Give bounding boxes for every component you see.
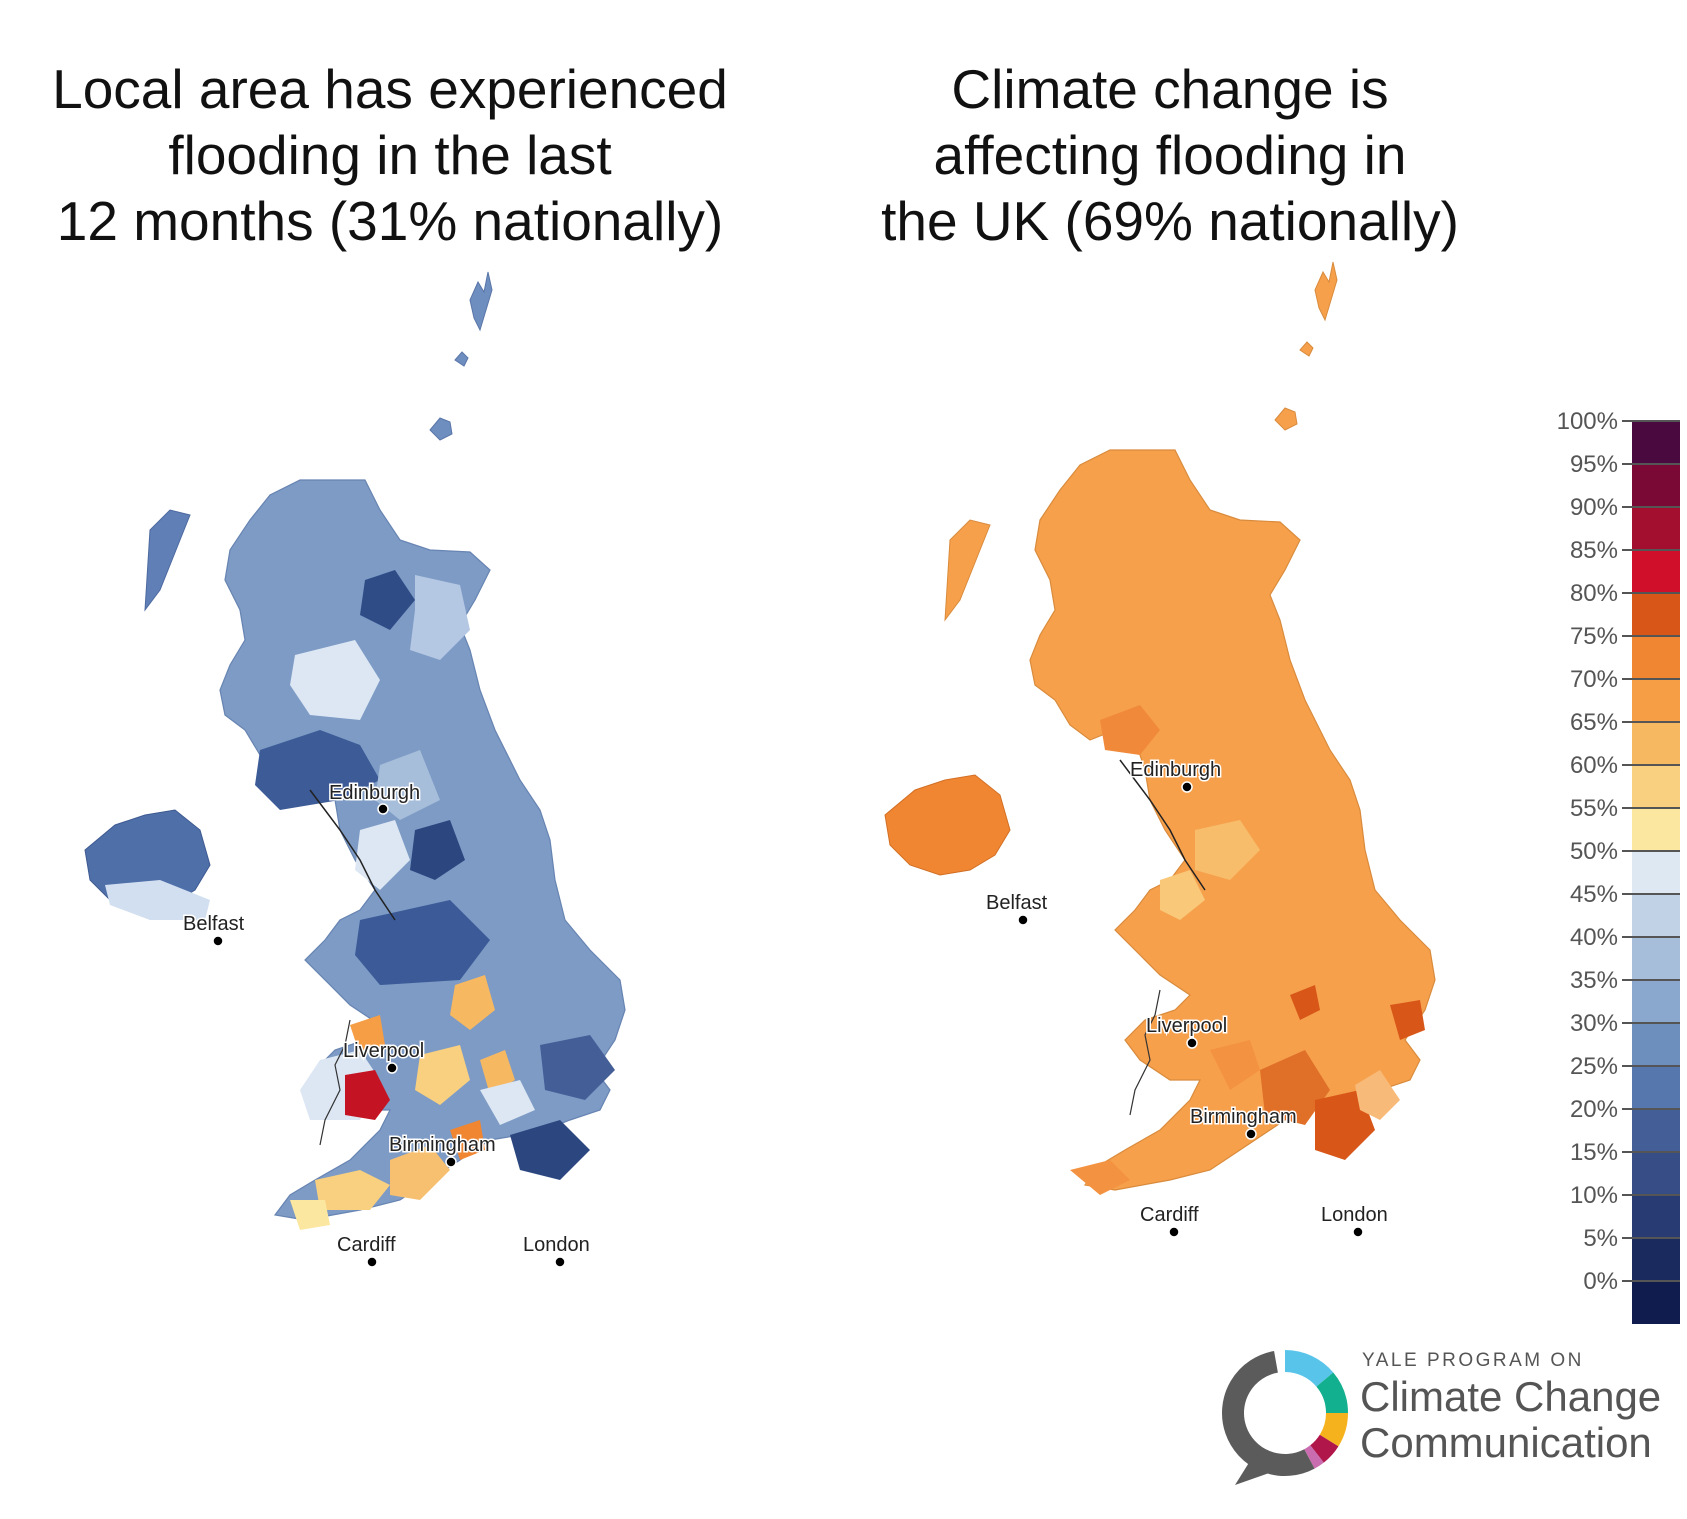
legend-swatch — [1632, 937, 1680, 980]
city-belfast: Belfast — [985, 891, 1049, 926]
legend-tick-label: 35% — [1570, 967, 1618, 994]
legend-swatch — [1632, 980, 1680, 1023]
left-region-shades — [255, 570, 615, 1230]
legend-swatch — [1632, 1195, 1680, 1238]
logo-speech-tail — [1235, 1453, 1275, 1485]
brand-program-label: YALE PROGRAM ON — [1362, 1350, 1584, 1371]
legend-tick-label: 40% — [1570, 924, 1618, 951]
svg-text:Liverpool: Liverpool — [1146, 1015, 1227, 1037]
svg-text:Liverpool: Liverpool — [343, 1040, 424, 1062]
legend-tick-label: 0% — [1583, 1268, 1618, 1295]
city-edinburgh: Edinburgh — [328, 781, 422, 815]
legend-tick-label: 80% — [1570, 580, 1618, 607]
legend-tick-label: 15% — [1570, 1139, 1618, 1166]
hotspot-region — [345, 1070, 390, 1120]
city-belfast: Belfast — [182, 912, 246, 947]
legend-swatch — [1632, 894, 1680, 937]
legend-tick-label: 95% — [1570, 451, 1618, 478]
legend-swatch — [1632, 808, 1680, 851]
northern-isles — [1274, 261, 1338, 431]
legend-tick-label: 45% — [1570, 881, 1618, 908]
legend-tick-label: 55% — [1570, 795, 1618, 822]
right-city-markers: Edinburgh Belfast Liverpool Birmingham C… — [985, 758, 1389, 1238]
city-edinburgh: Edinburgh — [1129, 758, 1223, 793]
legend-swatch — [1632, 1152, 1680, 1195]
legend-swatch — [1632, 851, 1680, 894]
legend-tick-label: 25% — [1570, 1053, 1618, 1080]
legend-tick-label: 90% — [1570, 494, 1618, 521]
left-map-title: Local area has experienced flooding in t… — [52, 58, 728, 252]
city-birmingham: Birmingham — [1189, 1105, 1298, 1140]
wales-border — [1129, 989, 1161, 1116]
legend-tick-label: 85% — [1570, 537, 1618, 564]
legend-swatch — [1632, 1281, 1680, 1324]
legend-swatch — [1632, 550, 1680, 593]
city-cardiff: Cardiff — [336, 1233, 397, 1268]
left-choropleth-map — [84, 271, 626, 1230]
svg-text:Birmingham: Birmingham — [1190, 1106, 1297, 1128]
legend-swatch — [1632, 722, 1680, 765]
legend-tick-label: 60% — [1570, 752, 1618, 779]
svg-text:Belfast: Belfast — [986, 892, 1048, 914]
legend-tick-label: 10% — [1570, 1182, 1618, 1209]
yale-logo-icon — [1222, 1350, 1348, 1485]
legend-swatch — [1632, 464, 1680, 507]
logo-ring-segment — [1316, 1372, 1348, 1414]
logo-ring-segment — [1284, 1350, 1334, 1388]
city-liverpool: Liverpool — [342, 1039, 426, 1074]
scotland-england-border — [309, 789, 396, 921]
city-london: London — [1320, 1203, 1389, 1238]
svg-text:Cardiff: Cardiff — [1140, 1204, 1199, 1226]
legend-tick-label: 5% — [1583, 1225, 1618, 1252]
city-birmingham: Birmingham — [388, 1133, 497, 1168]
logo-ring-segment — [1309, 1434, 1339, 1463]
right-choropleth-map — [884, 261, 1436, 1195]
logo-ring-segment — [1222, 1350, 1315, 1476]
city-cardiff: Cardiff — [1139, 1203, 1200, 1238]
right-map-title: Climate change is affecting flooding in … — [881, 58, 1459, 252]
svg-text:Birmingham: Birmingham — [389, 1134, 496, 1156]
left-city-markers: Edinburgh Belfast Liverpool Birmingham C… — [182, 781, 591, 1268]
svg-text:London: London — [1321, 1204, 1388, 1226]
logo-ring-segment — [1319, 1412, 1348, 1447]
ni-light-region — [105, 880, 210, 920]
legend-swatch — [1632, 765, 1680, 808]
northern-ireland-area — [884, 774, 1011, 876]
legend-swatch — [1632, 421, 1680, 464]
color-legend: 100% 95% 90% 85% 80% 75% 70% 65% 60% 55% 50% 45% 40%… — [1557, 408, 1680, 1324]
city-london: London — [522, 1233, 591, 1268]
northern-isles — [429, 271, 493, 441]
svg-text:Belfast: Belfast — [183, 913, 245, 935]
wales-border — [319, 1019, 351, 1146]
legend-swatch — [1632, 1109, 1680, 1152]
legend-tick-label: 75% — [1570, 623, 1618, 650]
outer-hebrides — [144, 509, 191, 612]
svg-text:Cardiff: Cardiff — [337, 1234, 396, 1256]
svg-text:Edinburgh: Edinburgh — [329, 782, 420, 804]
legend-swatch — [1632, 1023, 1680, 1066]
svg-text:Edinburgh: Edinburgh — [1130, 759, 1221, 781]
legend-swatch — [1632, 636, 1680, 679]
legend-tick-label: 20% — [1570, 1096, 1618, 1123]
legend-swatch — [1632, 1066, 1680, 1109]
legend-swatch — [1632, 593, 1680, 636]
legend-swatch — [1632, 1238, 1680, 1281]
legend-tick-label: 100% — [1557, 408, 1618, 435]
outer-hebrides — [944, 519, 991, 622]
city-liverpool: Liverpool — [1145, 1014, 1229, 1049]
right-region-shades — [1070, 705, 1425, 1195]
legend-swatch — [1632, 507, 1680, 550]
legend-tick-label: 70% — [1570, 666, 1618, 693]
logo-ring-segment — [1304, 1445, 1324, 1469]
brand-name: Climate Change Communication — [1360, 1373, 1662, 1466]
legend-tick-label: 30% — [1570, 1010, 1618, 1037]
svg-text:London: London — [523, 1234, 590, 1256]
scotland-england-border — [1119, 759, 1206, 891]
legend-tick-label: 65% — [1570, 709, 1618, 736]
legend-tick-label: 50% — [1570, 838, 1618, 865]
legend-swatch — [1632, 679, 1680, 722]
